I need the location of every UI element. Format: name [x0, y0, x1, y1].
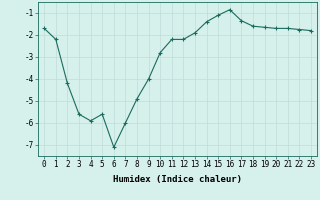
X-axis label: Humidex (Indice chaleur): Humidex (Indice chaleur) — [113, 175, 242, 184]
